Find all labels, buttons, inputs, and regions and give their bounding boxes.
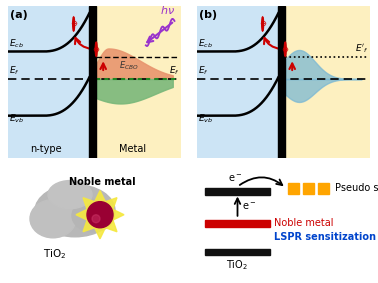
Ellipse shape (30, 200, 76, 238)
Bar (8, 6, 93, 158)
Ellipse shape (35, 185, 115, 237)
Text: $E_f$: $E_f$ (9, 65, 20, 78)
Text: LSPR sensitization: LSPR sensitization (274, 232, 376, 242)
Text: $h\nu$: $h\nu$ (160, 4, 175, 16)
Circle shape (96, 42, 97, 56)
Circle shape (92, 215, 100, 223)
Text: n-type: n-type (30, 144, 62, 154)
Polygon shape (76, 191, 124, 239)
Bar (205, 220, 270, 227)
Ellipse shape (72, 200, 114, 232)
Text: $E_{CBO}$: $E_{CBO}$ (119, 59, 139, 72)
Text: $E_{cb}$: $E_{cb}$ (198, 37, 213, 50)
Circle shape (262, 17, 263, 31)
Text: $\ominus$: $\ominus$ (281, 45, 290, 54)
Text: TiO$_2$: TiO$_2$ (43, 247, 67, 261)
Text: $\ominus$: $\ominus$ (92, 45, 101, 54)
Bar (278, 6, 285, 158)
Text: $\ominus$: $\ominus$ (259, 20, 267, 29)
Text: $E_{vb}$: $E_{vb}$ (198, 112, 214, 125)
Text: TiO$_2$: TiO$_2$ (226, 258, 248, 272)
Text: $E_f$: $E_f$ (198, 65, 209, 78)
Bar (303, 183, 314, 194)
Bar (282, 6, 370, 158)
Circle shape (87, 202, 113, 228)
Text: $E_{vb}$: $E_{vb}$ (9, 112, 25, 125)
Circle shape (73, 17, 74, 31)
Text: e$^-$: e$^-$ (242, 201, 256, 212)
Circle shape (285, 42, 286, 56)
Text: $E_{cb}$: $E_{cb}$ (9, 37, 24, 50)
Bar (205, 188, 270, 195)
Ellipse shape (48, 181, 92, 209)
Text: $E_f$: $E_f$ (169, 65, 180, 78)
Text: Metal: Metal (119, 144, 146, 154)
Text: (b): (b) (199, 10, 217, 20)
Bar (197, 6, 282, 158)
Text: Noble metal: Noble metal (274, 218, 333, 228)
Text: (a): (a) (10, 10, 28, 20)
Bar (89, 6, 96, 158)
Text: Pseudo state: Pseudo state (335, 183, 378, 193)
Bar (318, 183, 329, 194)
Bar (205, 249, 270, 255)
Text: e$^-$: e$^-$ (228, 173, 242, 184)
Text: $\ominus$: $\ominus$ (70, 20, 78, 29)
Bar (93, 6, 181, 158)
Text: Noble metal: Noble metal (69, 177, 135, 186)
Bar (288, 183, 299, 194)
Text: $E'_f$: $E'_f$ (355, 43, 369, 55)
